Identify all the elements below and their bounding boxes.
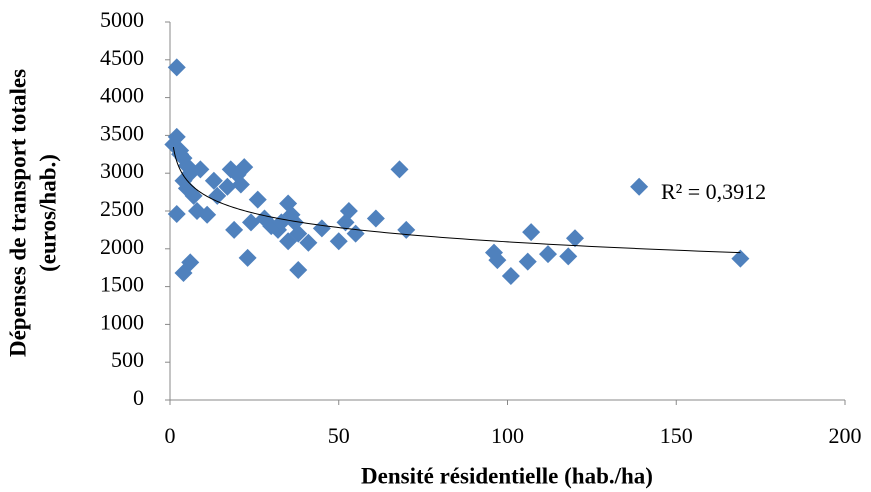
y-tick-label: 500 <box>111 347 144 372</box>
point <box>167 205 186 224</box>
point <box>518 252 537 271</box>
y-tick-label: 4000 <box>100 83 144 108</box>
y-tick-label: 3000 <box>100 158 144 183</box>
y-tick-label: 3500 <box>100 120 144 145</box>
x-tick-label: 200 <box>829 423 862 448</box>
point <box>204 171 223 190</box>
point <box>366 209 385 228</box>
point <box>167 58 186 77</box>
y-tick-label: 2500 <box>100 196 144 221</box>
point <box>248 190 267 209</box>
y-axis-title: Dépenses de transport totales <box>5 69 30 357</box>
r-squared: R² = 0,3912 <box>661 179 766 204</box>
point <box>198 205 217 224</box>
y-tick-label: 4500 <box>100 45 144 70</box>
point <box>522 223 541 242</box>
x-tick-label: 0 <box>165 423 176 448</box>
point <box>242 213 260 232</box>
point <box>559 247 578 266</box>
point <box>630 177 649 196</box>
y-tick-label: 1000 <box>100 309 144 334</box>
point <box>191 160 210 179</box>
point <box>488 251 507 270</box>
x-tick-label: 50 <box>328 423 350 448</box>
point <box>566 229 584 248</box>
point <box>390 160 409 179</box>
point <box>238 248 257 267</box>
point <box>339 202 358 220</box>
point <box>731 249 750 268</box>
y-tick-label: 0 <box>133 385 144 410</box>
y-tick-label: 2000 <box>100 234 144 259</box>
point <box>312 219 331 238</box>
point <box>289 260 308 279</box>
point <box>181 253 200 272</box>
y-tick-label: 5000 <box>100 7 144 32</box>
point <box>329 232 348 251</box>
point <box>397 220 416 239</box>
y-tick-label: 1500 <box>100 272 144 297</box>
x-tick-label: 100 <box>491 423 524 448</box>
point <box>501 267 520 286</box>
point <box>171 141 190 160</box>
point <box>225 220 244 239</box>
point <box>218 177 237 196</box>
point <box>539 245 557 264</box>
point <box>184 186 203 205</box>
point <box>289 224 308 243</box>
point <box>231 175 250 194</box>
y-axis-title: (euros/hab.) <box>35 154 60 272</box>
point <box>299 233 318 252</box>
x-tick-label: 150 <box>660 423 693 448</box>
point <box>208 186 227 205</box>
trendline <box>172 146 741 254</box>
x-axis-title: Densité résidentielle (hab./ha) <box>361 463 653 488</box>
